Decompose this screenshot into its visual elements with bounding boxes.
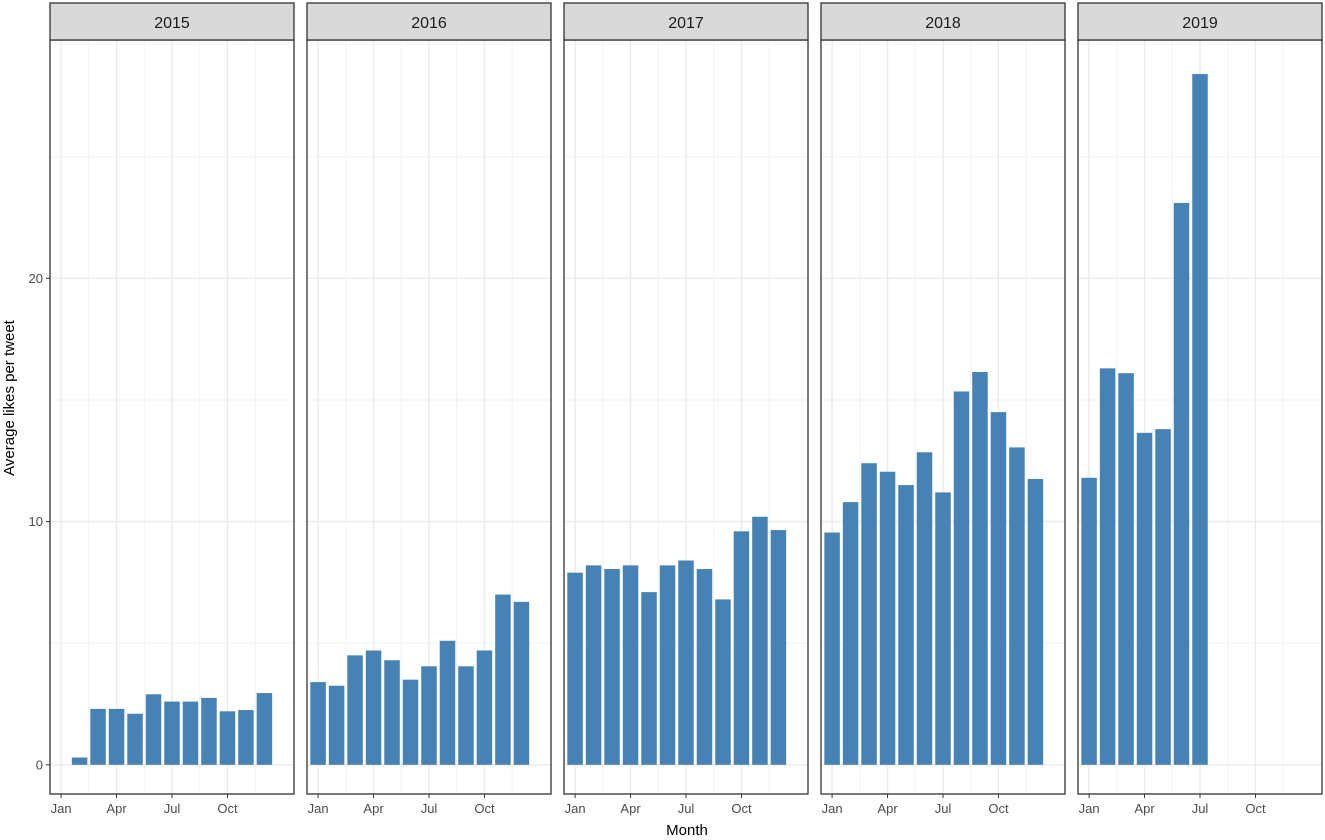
bar-2018-month-1: [824, 532, 840, 765]
x-tick-label: Oct: [217, 801, 238, 816]
bar-2015-month-3: [90, 708, 106, 765]
bar-2017-month-11: [752, 516, 768, 765]
y-tick-label: 0: [36, 757, 43, 772]
bar-2016-month-2: [328, 685, 345, 765]
bar-2017-month-3: [604, 569, 620, 765]
facet-strip-label: 2018: [925, 15, 961, 32]
bar-2018-month-12: [1027, 479, 1044, 765]
bar-2019-month-1: [1081, 477, 1097, 765]
y-tick-label: 20: [29, 271, 43, 286]
x-tick-label: Apr: [363, 801, 384, 816]
bar-2015-month-6: [145, 694, 162, 765]
bar-2016-month-9: [458, 666, 474, 765]
bar-2018-month-10: [990, 412, 1007, 765]
bar-2018-month-3: [861, 463, 877, 765]
facet-strip: [820, 2, 1066, 41]
bar-2018-month-6: [916, 452, 933, 765]
bar-2019-month-3: [1118, 373, 1134, 765]
bar-2016-month-10: [476, 650, 493, 765]
bar-2017-month-5: [641, 592, 657, 765]
bar-2017-month-6: [659, 565, 676, 765]
x-tick-label: Jan: [565, 801, 586, 816]
facet-strip-label: 2015: [154, 15, 190, 32]
bar-2015-month-9: [201, 697, 217, 765]
facet-panel-2019: 2019 Jan Apr Jul Oct: [1077, 2, 1323, 816]
x-tick-label: Jan: [308, 801, 329, 816]
bar-2016-month-8: [439, 640, 456, 765]
bar-2017-month-8: [696, 569, 713, 765]
bar-2019-month-6: [1173, 202, 1190, 765]
bar-2017-month-2: [585, 565, 602, 765]
bar-2015-month-7: [164, 701, 180, 765]
bar-2018-month-5: [898, 485, 914, 765]
bar-2019-month-4: [1136, 432, 1153, 765]
x-tick-label: Jan: [1079, 801, 1100, 816]
bar-2015-month-2: [71, 757, 88, 765]
x-tick-label: Jul: [421, 801, 438, 816]
bar-2019-month-7: [1192, 74, 1208, 765]
facet-strip-label: 2016: [411, 15, 447, 32]
facet-strip: [563, 2, 809, 41]
facet-strip: [306, 2, 552, 41]
bar-2018-month-4: [879, 471, 896, 765]
bar-2019-month-5: [1155, 429, 1171, 765]
bar-2018-month-9: [972, 372, 988, 765]
bar-2016-month-6: [402, 679, 419, 765]
x-tick-label: Jul: [1192, 801, 1209, 816]
bar-2018-month-8: [953, 391, 970, 765]
y-axis-title: Average likes per tweet: [1, 319, 18, 475]
facet-panel-2017: 2017 Jan Apr Jul Oct: [563, 2, 809, 816]
bar-2017-month-9: [715, 599, 731, 765]
bar-2015-month-5: [127, 713, 143, 765]
facet-panel-2016: 2016 Jan Apr Jul Oct: [306, 2, 552, 816]
x-tick-label: Apr: [877, 801, 898, 816]
x-tick-label: Oct: [1245, 801, 1266, 816]
x-tick-label: Apr: [620, 801, 641, 816]
y-tick-label: 10: [29, 514, 43, 529]
y-axis: 0 10 20: [29, 271, 50, 772]
bar-2016-month-3: [347, 655, 363, 765]
bar-2018-month-7: [935, 492, 951, 765]
bar-2017-month-10: [733, 531, 750, 765]
facet-strip: [1077, 2, 1323, 41]
bar-2018-month-2: [842, 502, 859, 765]
bar-2016-month-5: [384, 660, 400, 765]
bar-2015-month-12: [256, 693, 273, 765]
bar-2018-month-11: [1009, 447, 1025, 765]
bar-2015-month-8: [182, 701, 199, 765]
facet-panels: 2015 Jan Apr Jul Oct 2016 Jan Apr Jul Oct 2017 Jan A…: [49, 2, 1323, 816]
facet-strip-label: 2019: [1182, 15, 1218, 32]
bar-2017-month-4: [622, 565, 639, 765]
bar-2015-month-4: [108, 708, 125, 765]
bar-2017-month-1: [567, 572, 583, 765]
x-tick-label: Oct: [731, 801, 752, 816]
bar-2016-month-1: [310, 682, 326, 765]
facet-panel-2015: 2015 Jan Apr Jul Oct: [49, 2, 295, 816]
bar-2016-month-7: [421, 666, 437, 765]
x-tick-label: Jan: [51, 801, 72, 816]
x-tick-label: Jan: [822, 801, 843, 816]
x-axis-title: Month: [666, 822, 708, 839]
bar-2019-month-2: [1099, 368, 1116, 765]
bar-2016-month-12: [513, 601, 530, 765]
bar-2015-month-11: [238, 710, 254, 765]
x-tick-label: Apr: [1134, 801, 1155, 816]
bar-2016-month-4: [365, 650, 382, 765]
bar-2017-month-7: [678, 560, 694, 765]
bar-2017-month-12: [770, 530, 787, 765]
x-tick-label: Oct: [474, 801, 495, 816]
x-tick-label: Jul: [935, 801, 952, 816]
x-tick-label: Jul: [678, 801, 695, 816]
bar-2016-month-11: [495, 594, 511, 765]
x-tick-label: Apr: [106, 801, 127, 816]
facet-strip: [49, 2, 295, 41]
x-tick-label: Oct: [988, 801, 1009, 816]
facet-strip-label: 2017: [668, 15, 704, 32]
facet-panel-2018: 2018 Jan Apr Jul Oct: [820, 2, 1066, 816]
bar-2015-month-10: [219, 711, 236, 765]
x-tick-label: Jul: [164, 801, 181, 816]
